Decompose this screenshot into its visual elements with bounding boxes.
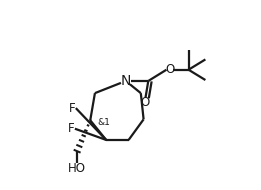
Text: &1: &1 [98,118,111,127]
Text: O: O [165,63,174,76]
Text: F: F [69,102,76,115]
Text: F: F [68,122,75,135]
Text: O: O [141,96,150,109]
Text: N: N [121,74,131,88]
Text: HO: HO [68,162,86,175]
